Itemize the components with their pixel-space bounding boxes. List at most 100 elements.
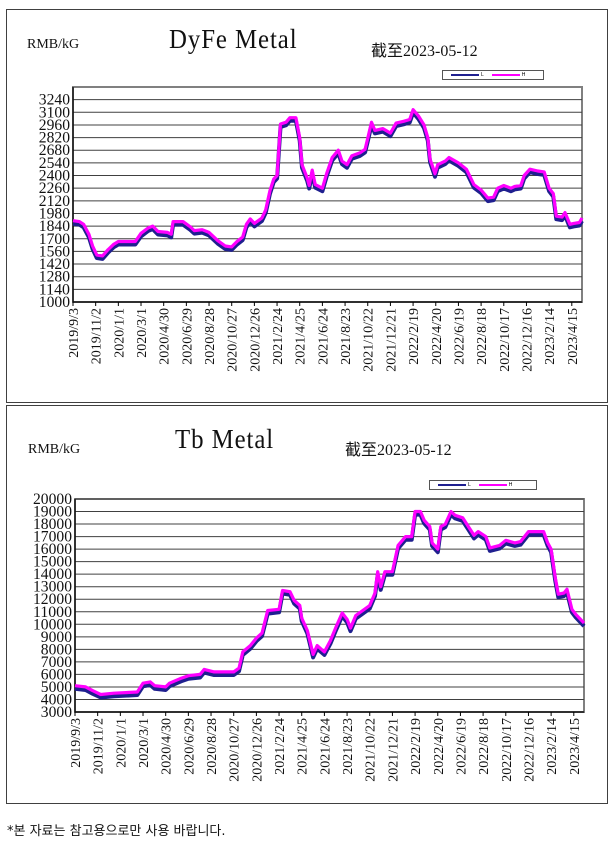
series-line-h: [72, 107, 584, 258]
x-tick-label: 2022/4/20: [430, 308, 445, 365]
x-tick-label: 2021/8/23: [341, 718, 356, 775]
x-tick-label: 2022/4/20: [432, 718, 447, 775]
dyfe-plot: 1000114012801420156017001840198021202260…: [39, 86, 584, 372]
x-tick-label: 2020/10/27: [226, 308, 241, 372]
x-tick-label: 2020/10/27: [228, 718, 243, 782]
y-tick-label: 2120: [39, 193, 70, 210]
series-line-l: [74, 512, 586, 700]
x-tick-label: 2022/6/19: [452, 308, 467, 365]
y-tick-label: 2400: [39, 168, 70, 185]
legend: L H: [429, 480, 537, 490]
x-tick-label: 2020/4/30: [160, 718, 175, 775]
legend-swatch-h: [491, 74, 520, 76]
y-tick-label: 5000: [41, 679, 72, 696]
x-tick-label: 2022/12/16: [520, 308, 535, 372]
y-tick-label: 2540: [39, 155, 70, 172]
tb-plot: 3000400050006000700080009000100001100012…: [33, 491, 586, 782]
x-tick-label: 2022/10/17: [498, 308, 513, 372]
x-tick-label: 2019/11/2: [90, 308, 105, 364]
legend-swatch-h: [478, 484, 507, 486]
dyfe-chart-panel: RMB/kG DyFe Metal 截至2023-05-12 L H 1000 1…: [6, 9, 608, 403]
x-tick-label: 2022/2/19: [407, 308, 422, 365]
x-tick-label: 2019/9/3: [69, 718, 84, 768]
y-tick-label: 2260: [39, 180, 70, 197]
footnote: *본 자료는 참고용으로만 사용 바랍니다.: [7, 824, 226, 839]
y-tick-label: 15000: [33, 554, 72, 571]
y-tick-label: 3100: [39, 104, 70, 121]
y-tick-label: 13000: [33, 579, 72, 596]
x-tick-label: 2020/3/1: [137, 718, 152, 768]
x-tick-label: 2023/4/15: [566, 308, 581, 365]
y-tick-label: 1000: [39, 294, 70, 311]
y-tick-label: 8000: [41, 641, 72, 658]
x-tick-label: 2019/11/2: [92, 718, 107, 774]
y-tick-label: 3240: [39, 92, 70, 109]
x-tick-label: 2021/10/22: [364, 718, 379, 782]
as-of-date: 截至2023-05-12: [371, 43, 478, 60]
x-tick-label: 2022/10/17: [500, 718, 515, 782]
y-tick-label: 19000: [33, 504, 72, 521]
y-tick-label: 16000: [33, 541, 72, 558]
y-tick-label: 1280: [39, 269, 70, 286]
x-tick-label: 2021/4/25: [294, 308, 309, 365]
x-tick-label: 2022/2/19: [409, 718, 424, 775]
as-of-date: 截至2023-05-12: [345, 442, 452, 459]
unit-label: RMB/kG: [28, 442, 81, 457]
y-tick-label: 12000: [33, 591, 72, 608]
x-tick-label: 2023/2/14: [545, 718, 560, 775]
y-tick-label: 10000: [33, 616, 72, 633]
legend-swatch-l: [438, 484, 466, 486]
x-tick-label: 2021/2/24: [271, 308, 286, 365]
x-tick-label: 2021/2/24: [273, 718, 288, 775]
x-tick-label: 2021/6/24: [316, 308, 331, 365]
legend-label-h: H: [508, 482, 513, 488]
unit-label: RMB/kG: [27, 37, 80, 52]
x-tick-label: 2021/12/21: [384, 308, 399, 372]
x-tick-label: 2020/8/28: [205, 718, 220, 775]
x-tick-label: 2020/8/28: [203, 308, 218, 365]
y-tick-label: 14000: [33, 566, 72, 583]
legend: L H: [442, 70, 544, 80]
x-tick-label: 2021/10/22: [362, 308, 377, 372]
y-tick-label: 9000: [41, 629, 72, 646]
y-tick-label: 11000: [33, 604, 72, 621]
x-tick-label: 2022/8/18: [475, 308, 490, 365]
y-tick-label: 4000: [41, 691, 72, 708]
y-tick-label: 2680: [39, 142, 70, 159]
y-tick-label: 20000: [33, 491, 72, 508]
x-tick-label: 2021/8/23: [339, 308, 354, 365]
legend-label-l: L: [481, 72, 484, 78]
x-tick-label: 2022/8/18: [477, 718, 492, 775]
x-tick-label: 2020/3/1: [135, 308, 150, 358]
x-tick-label: 2020/6/29: [180, 308, 195, 365]
y-tick-label: 1560: [39, 243, 70, 260]
y-tick-label: 2820: [39, 130, 70, 147]
y-tick-label: 1980: [39, 205, 70, 222]
chart-title: Tb Metal: [175, 424, 275, 454]
x-tick-label: 2020/12/26: [250, 718, 265, 782]
x-tick-label: 2020/1/1: [114, 718, 129, 768]
y-tick-label: 1420: [39, 256, 70, 273]
x-tick-label: 2019/9/3: [67, 308, 82, 358]
x-tick-label: 2020/6/29: [182, 718, 197, 775]
y-tick-label: 17000: [33, 529, 72, 546]
x-tick-label: 2021/12/21: [386, 718, 401, 782]
legend-label-h: H: [521, 72, 526, 78]
x-tick-label: 2023/4/15: [568, 718, 583, 775]
x-tick-label: 2021/4/25: [296, 718, 311, 775]
chart-title: DyFe Metal: [169, 24, 298, 54]
legend-swatch-l: [451, 74, 479, 76]
plot-area: [72, 86, 583, 303]
y-tick-label: 3000: [41, 704, 72, 721]
x-tick-label: 2020/12/26: [248, 308, 263, 372]
legend-label-l: L: [468, 482, 471, 488]
x-tick-label: 2022/6/19: [454, 718, 469, 775]
tb-chart-panel: RMB/kG Tb Metal 截至2023-05-12 L H 3000 400…: [6, 405, 608, 804]
y-tick-label: 1840: [39, 218, 70, 235]
plot-area: [74, 498, 585, 713]
x-tick-label: 2022/12/16: [522, 718, 537, 782]
y-tick-label: 1700: [39, 231, 70, 248]
y-tick-label: 1140: [39, 281, 70, 298]
y-tick-label: 7000: [41, 654, 72, 671]
x-tick-label: 2021/6/24: [318, 718, 333, 775]
